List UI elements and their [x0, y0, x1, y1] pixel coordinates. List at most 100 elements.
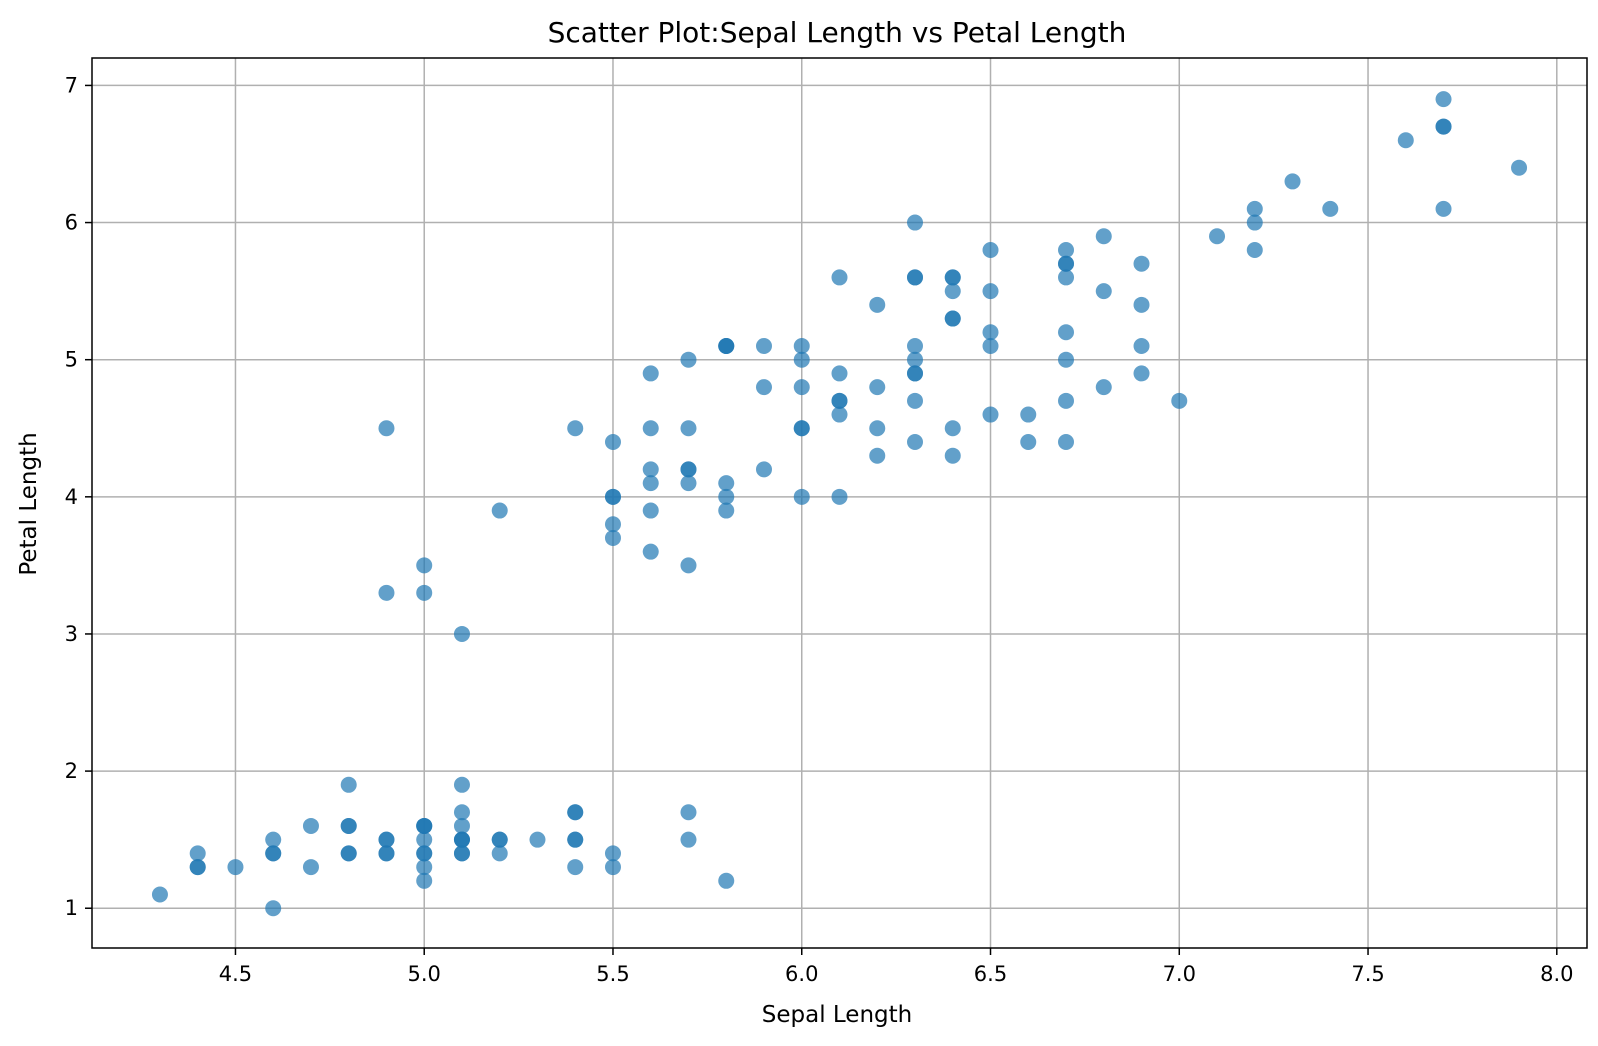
data-point — [416, 831, 433, 848]
y-tick-label: 6 — [65, 211, 78, 235]
data-point — [793, 337, 810, 354]
data-point — [680, 475, 697, 492]
data-point — [869, 420, 886, 437]
data-point — [718, 337, 735, 354]
data-point — [680, 461, 697, 478]
data-point — [831, 269, 848, 286]
x-tick-label: 7.0 — [1163, 962, 1196, 986]
data-point — [302, 859, 319, 876]
data-point — [907, 433, 924, 450]
x-tick-label: 5.5 — [596, 962, 629, 986]
data-point — [1058, 269, 1075, 286]
data-point — [907, 392, 924, 409]
data-point — [1058, 392, 1075, 409]
data-points — [151, 91, 1528, 917]
data-point — [680, 831, 697, 848]
data-point — [604, 488, 621, 505]
data-point — [680, 420, 697, 437]
data-point — [718, 488, 735, 505]
data-point — [1246, 241, 1263, 258]
data-point — [567, 859, 584, 876]
data-point — [265, 831, 282, 848]
data-point — [453, 625, 470, 642]
data-point — [907, 337, 924, 354]
plot-frame — [91, 57, 1588, 949]
data-point — [378, 845, 395, 862]
data-point — [1209, 228, 1226, 245]
data-point — [416, 859, 433, 876]
data-point — [604, 516, 621, 533]
data-point — [1133, 365, 1150, 382]
data-point — [604, 529, 621, 546]
data-point — [944, 420, 961, 437]
data-point — [1058, 255, 1075, 272]
data-point — [416, 557, 433, 574]
data-point — [189, 859, 206, 876]
data-point — [1133, 337, 1150, 354]
data-point — [793, 379, 810, 396]
data-point — [340, 817, 357, 834]
data-point — [944, 447, 961, 464]
data-point — [982, 337, 999, 354]
data-point — [340, 776, 357, 793]
y-tick-label: 3 — [65, 622, 78, 646]
data-point — [755, 337, 772, 354]
data-point — [718, 872, 735, 889]
y-tick-label: 5 — [65, 348, 78, 372]
data-point — [680, 804, 697, 821]
data-point — [907, 365, 924, 382]
data-point — [869, 447, 886, 464]
data-point — [491, 502, 508, 519]
data-point — [453, 776, 470, 793]
data-point — [416, 817, 433, 834]
data-point — [1246, 200, 1263, 217]
data-point — [982, 406, 999, 423]
x-tick-label: 5.0 — [408, 962, 441, 986]
data-point — [755, 379, 772, 396]
data-point — [642, 461, 659, 478]
x-tick-label: 7.5 — [1351, 962, 1384, 986]
data-point — [378, 420, 395, 437]
y-tick-label: 1 — [65, 896, 78, 920]
y-tick-label: 2 — [65, 759, 78, 783]
data-point — [567, 420, 584, 437]
data-point — [227, 859, 244, 876]
data-point — [831, 392, 848, 409]
data-point — [1397, 132, 1414, 149]
data-point — [1058, 241, 1075, 258]
data-point — [453, 817, 470, 834]
data-point — [907, 269, 924, 286]
y-axis-ticks: 1 2 3 4 5 6 7 — [65, 73, 92, 920]
data-point — [907, 351, 924, 368]
data-point — [793, 488, 810, 505]
data-point — [680, 351, 697, 368]
data-point — [1511, 159, 1528, 176]
data-point — [718, 475, 735, 492]
data-point — [340, 845, 357, 862]
data-point — [378, 831, 395, 848]
data-point — [944, 283, 961, 300]
data-point — [604, 845, 621, 862]
data-point — [642, 420, 659, 437]
data-point — [944, 269, 961, 286]
data-point — [642, 543, 659, 560]
data-point — [189, 845, 206, 862]
grid — [92, 58, 1587, 948]
y-tick-label: 4 — [65, 485, 78, 509]
data-point — [453, 845, 470, 862]
data-point — [1058, 351, 1075, 368]
data-point — [416, 845, 433, 862]
data-point — [1095, 283, 1112, 300]
data-point — [529, 831, 546, 848]
data-point — [1020, 433, 1037, 450]
data-point — [642, 502, 659, 519]
data-point — [604, 433, 621, 450]
data-point — [1133, 296, 1150, 313]
x-axis-label: Sepal Length — [762, 1002, 912, 1028]
y-tick-label: 7 — [65, 73, 78, 97]
data-point — [567, 804, 584, 821]
x-axis-ticks: 4.5 5.0 5.5 6.0 6.5 7.0 7.5 8.0 — [219, 948, 1574, 986]
data-point — [1171, 392, 1188, 409]
data-point — [453, 804, 470, 821]
data-point — [604, 859, 621, 876]
